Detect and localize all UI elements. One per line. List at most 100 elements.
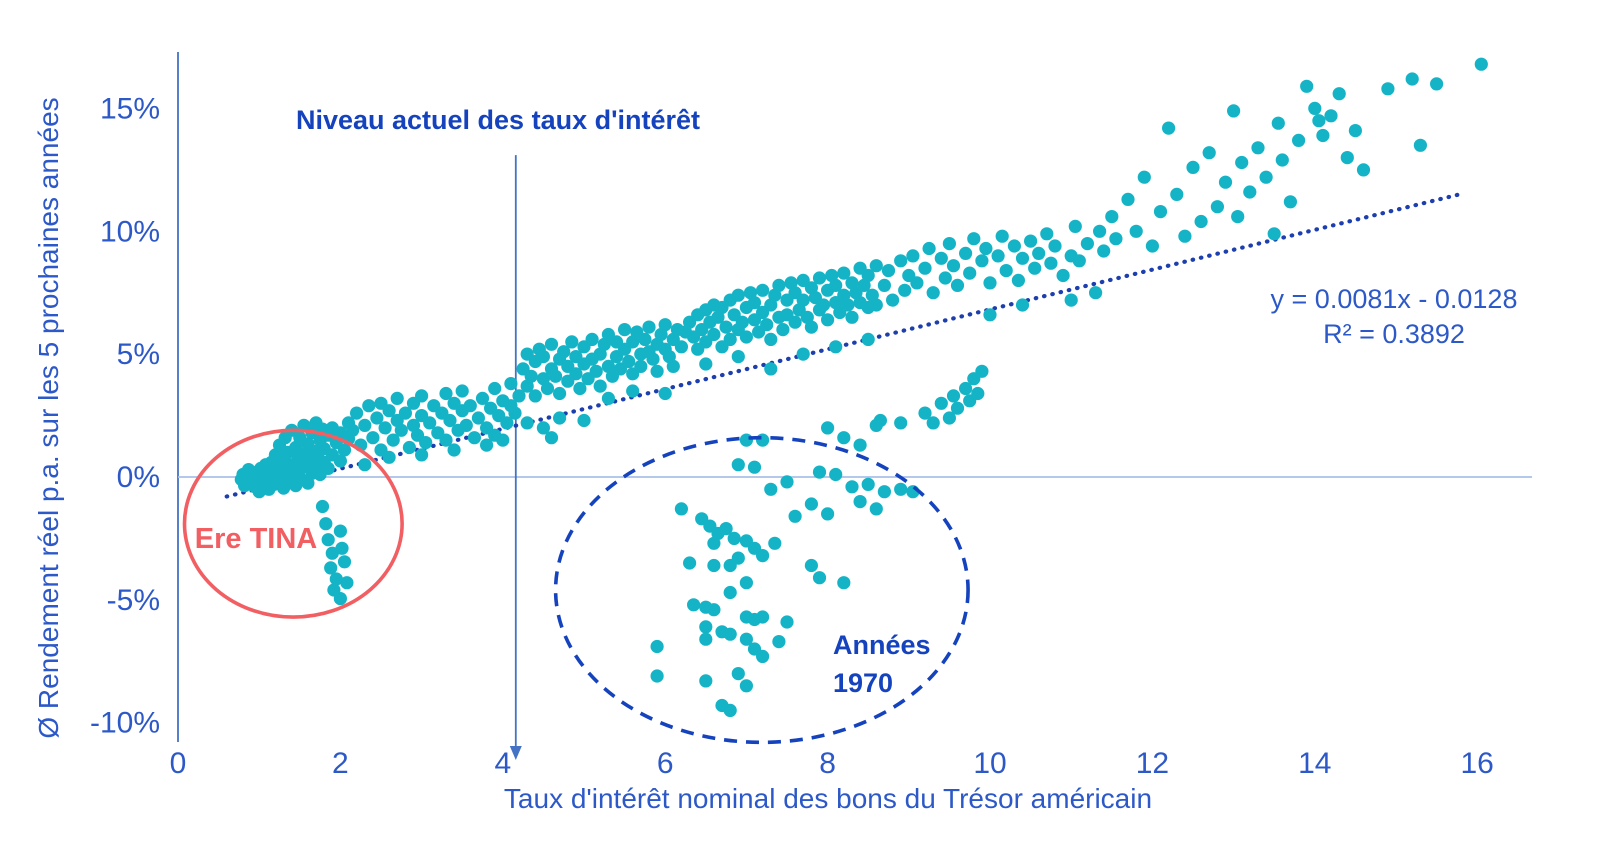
data-point xyxy=(821,313,835,327)
data-point xyxy=(756,283,770,297)
data-point xyxy=(480,438,494,452)
data-point xyxy=(333,524,347,538)
data-point xyxy=(557,345,571,359)
data-point xyxy=(886,293,900,307)
data-point xyxy=(1324,109,1338,123)
data-point xyxy=(683,556,697,570)
data-point xyxy=(658,318,672,332)
data-point xyxy=(650,364,664,378)
data-point xyxy=(894,416,908,430)
data-point xyxy=(715,698,729,713)
data-point xyxy=(731,288,745,302)
data-point xyxy=(1340,151,1354,165)
data-point xyxy=(812,571,827,585)
data-point xyxy=(804,558,819,573)
data-point xyxy=(329,572,343,586)
data-point xyxy=(942,411,957,425)
data-point xyxy=(918,261,932,275)
data-point xyxy=(1044,256,1058,270)
data-point xyxy=(760,318,774,332)
x-axis-title: Taux d'intérêt nominal des bons du Tréso… xyxy=(504,783,1152,814)
data-point xyxy=(634,359,648,373)
data-point xyxy=(983,308,997,322)
data-point xyxy=(319,517,333,531)
data-point xyxy=(739,576,754,590)
x-tick-label: 4 xyxy=(494,747,511,780)
data-point xyxy=(796,347,810,361)
data-point xyxy=(1105,210,1119,224)
data-point xyxy=(756,549,770,563)
data-point xyxy=(1243,185,1257,199)
data-point xyxy=(946,389,961,403)
trend-r-squared: R² = 0.3892 xyxy=(1323,319,1465,349)
data-point xyxy=(1011,273,1025,287)
data-point xyxy=(439,433,453,447)
data-point xyxy=(1300,79,1314,93)
data-point xyxy=(1312,114,1326,128)
data-point xyxy=(540,381,555,396)
data-point xyxy=(723,627,737,641)
y-tick-label: 5% xyxy=(117,338,160,371)
data-point xyxy=(565,335,579,349)
data-point xyxy=(1381,82,1395,96)
data-point xyxy=(1007,239,1022,253)
data-point xyxy=(358,418,372,432)
data-point xyxy=(764,482,778,496)
data-point xyxy=(419,436,433,450)
data-point xyxy=(1097,244,1111,258)
data-point xyxy=(772,635,786,649)
trend-dotted-line xyxy=(224,191,1464,499)
data-point xyxy=(1056,268,1070,283)
data-point xyxy=(333,592,347,606)
data-point xyxy=(861,268,875,283)
data-point xyxy=(1015,251,1030,265)
data-point xyxy=(390,391,404,405)
data-point xyxy=(821,507,835,521)
axes-layer: 0 2 4 6 8 10 12 14 16 15% 10% 5% 0% -5% -10% xyxy=(90,52,1532,780)
seventies-label-line2: 1970 xyxy=(833,668,893,698)
data-point xyxy=(1292,133,1306,147)
data-point xyxy=(1474,57,1488,71)
data-point xyxy=(812,465,827,479)
data-point xyxy=(423,416,437,430)
x-tick-label: 6 xyxy=(657,747,674,780)
trend-line xyxy=(224,191,1464,499)
data-point xyxy=(837,576,851,590)
data-point xyxy=(731,667,745,681)
data-point xyxy=(315,499,330,514)
data-point xyxy=(873,413,888,428)
data-point xyxy=(1332,87,1346,101)
data-point xyxy=(731,350,745,364)
data-point xyxy=(370,411,384,425)
data-point xyxy=(1210,200,1224,214)
data-point xyxy=(764,362,778,376)
data-point xyxy=(415,448,429,462)
x-tick-label: 8 xyxy=(819,747,836,780)
data-point xyxy=(796,293,810,307)
data-point xyxy=(488,381,502,396)
data-point xyxy=(528,389,542,403)
data-point xyxy=(756,610,770,624)
data-point xyxy=(743,286,758,300)
y-tick-label: 15% xyxy=(100,92,160,125)
data-point xyxy=(1413,138,1427,152)
data-point xyxy=(975,364,989,378)
data-point xyxy=(500,416,514,430)
x-tick-label: 10 xyxy=(973,747,1006,780)
data-point xyxy=(1356,163,1371,177)
trend-equation: y = 0.0081x - 0.0128 xyxy=(1271,284,1518,314)
data-point xyxy=(475,391,490,405)
data-point xyxy=(999,264,1013,278)
data-point xyxy=(520,416,534,430)
data-point xyxy=(1405,72,1419,86)
data-point xyxy=(674,502,689,516)
data-point xyxy=(1259,170,1273,184)
data-point xyxy=(804,497,819,511)
data-point xyxy=(1178,229,1192,243)
seventies-ellipse xyxy=(553,435,970,745)
data-point xyxy=(324,561,338,575)
data-point xyxy=(707,558,721,573)
data-point xyxy=(674,340,689,354)
data-point xyxy=(536,421,551,435)
